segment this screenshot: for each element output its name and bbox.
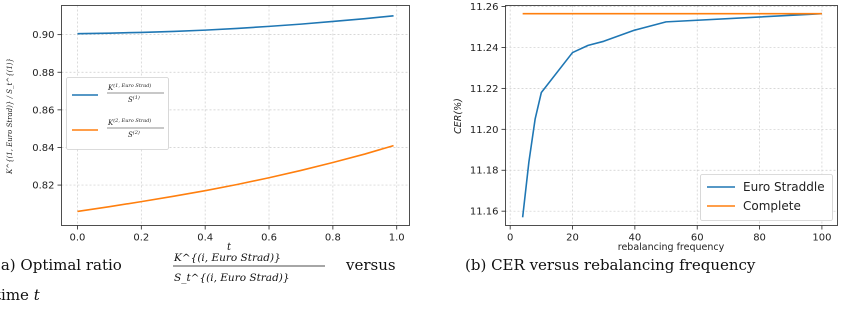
a-series-2-line xyxy=(77,144,394,213)
b-y-tick-label-0: 11.16 xyxy=(470,207,499,218)
chart-b-legend-label-1: Euro Straddle xyxy=(743,180,825,194)
chart-a-legend: K(1, Euro Strad) S(1) K(2, Euro Strad) S… xyxy=(66,77,169,150)
chart-a-caption-frac-num: K^{(i, Euro Strad)} xyxy=(173,252,281,264)
chart-a-legend-2-den-sup: (2) xyxy=(133,129,140,136)
a-y-tick-label-0: 0.82 xyxy=(32,181,54,192)
a-y-tick-label-4: 0.90 xyxy=(32,30,54,41)
b-y-tick-label-4: 11.24 xyxy=(470,43,499,54)
chart-b-frame xyxy=(505,5,838,226)
b-x-tick-label-5: 100 xyxy=(812,233,831,244)
chart-a-legend-1-num: K(1, Euro Strad) xyxy=(107,82,151,92)
chart-b-legend: Euro Straddle Complete xyxy=(700,174,833,221)
chart-a-caption-tail: versus xyxy=(345,256,396,274)
chart-b-y-label: CER(%) xyxy=(453,98,464,134)
b-x-tick-label-3: 60 xyxy=(691,233,704,244)
a-x-tick-label-1: 0.2 xyxy=(133,233,149,244)
chart-a-y-ticks: 0.82 0.84 0.86 0.88 0.90 xyxy=(32,30,62,192)
chart-b-x-ticks: 0 20 40 60 80 100 xyxy=(507,225,831,244)
chart-a-legend-1-den-sup: (1) xyxy=(133,94,140,101)
a-y-tick-label-3: 0.88 xyxy=(32,68,54,79)
chart-b-legend-box xyxy=(700,174,833,221)
chart-a-caption: (a) Optimal ratio K^{(i, Euro Strad)} S_… xyxy=(0,252,396,304)
b-y-tick-label-1: 11.18 xyxy=(470,166,499,177)
a-x-tick-label-2: 0.4 xyxy=(197,233,213,244)
chart-a-caption-line2: time t xyxy=(0,286,41,304)
chart-b: 11.16 11.18 11.20 11.22 11.24 11.26 0 20 40 60 80… xyxy=(453,2,838,274)
chart-a: 0.820.840.860.880.90 0.0 0.2 0.4 0.6 0.8 1.0 … xyxy=(0,5,410,304)
chart-a-caption-label: (a) Optimal ratio xyxy=(0,256,122,274)
chart-b-grid xyxy=(505,5,838,226)
chart-a-x-ticks: 0.0 0.2 0.4 0.6 0.8 1.0 xyxy=(70,225,405,244)
b-x-tick-label-2: 40 xyxy=(629,233,642,244)
b-x-tick-label-4: 80 xyxy=(753,233,766,244)
chart-a-x-label: t xyxy=(227,242,232,253)
chart-a-legend-2-den: S(2) xyxy=(128,129,140,139)
a-x-tick-label-3: 0.6 xyxy=(261,233,277,244)
chart-b-caption: (b) CER versus rebalancing frequency xyxy=(465,256,756,274)
a-series-1-line xyxy=(77,15,394,35)
b-y-tick-label-2: 11.20 xyxy=(470,125,499,136)
chart-a-legend-2-sup: (2, Euro Strad) xyxy=(113,117,151,124)
a-x-tick-label-0: 0.0 xyxy=(70,233,86,244)
chart-a-caption-line2-prefix: time xyxy=(0,286,29,304)
b-y-tick-label-5: 11.26 xyxy=(470,2,499,13)
b-series-1-line xyxy=(521,12,822,218)
chart-a-lines xyxy=(77,15,394,213)
chart-b-lines xyxy=(521,12,822,218)
chart-a-frame xyxy=(61,5,410,226)
a-x-tick-label-5: 1.0 xyxy=(389,233,405,244)
chart-a-legend-1-den: S(1) xyxy=(128,94,140,104)
b-x-tick-label-0: 0 xyxy=(507,233,513,244)
chart-a-y-label: K^{(1, Euro Strad)} / S_t^{(1)} xyxy=(6,58,14,175)
chart-a-caption-line2-var: t xyxy=(34,286,41,304)
b-x-tick-label-1: 20 xyxy=(566,233,579,244)
chart-b-legend-label-2: Complete xyxy=(743,199,801,213)
chart-a-legend-2-num: K(2, Euro Strad) xyxy=(107,117,151,127)
a-x-tick-label-4: 0.8 xyxy=(325,233,341,244)
a-y-tick-label-1: 0.84 xyxy=(32,143,54,154)
b-y-tick-label-3: 11.22 xyxy=(470,84,499,95)
chart-a-caption-frac-den: S_t^{(i, Euro Strad)} xyxy=(174,272,290,284)
chart-b-y-ticks: 11.16 11.18 11.20 11.22 11.24 11.26 xyxy=(470,2,506,218)
chart-a-legend-1-sup: (1, Euro Strad) xyxy=(113,82,151,89)
a-y-tick-label-2: 0.86 xyxy=(32,105,54,116)
chart-b-x-label: rebalancing frequency xyxy=(618,242,725,253)
